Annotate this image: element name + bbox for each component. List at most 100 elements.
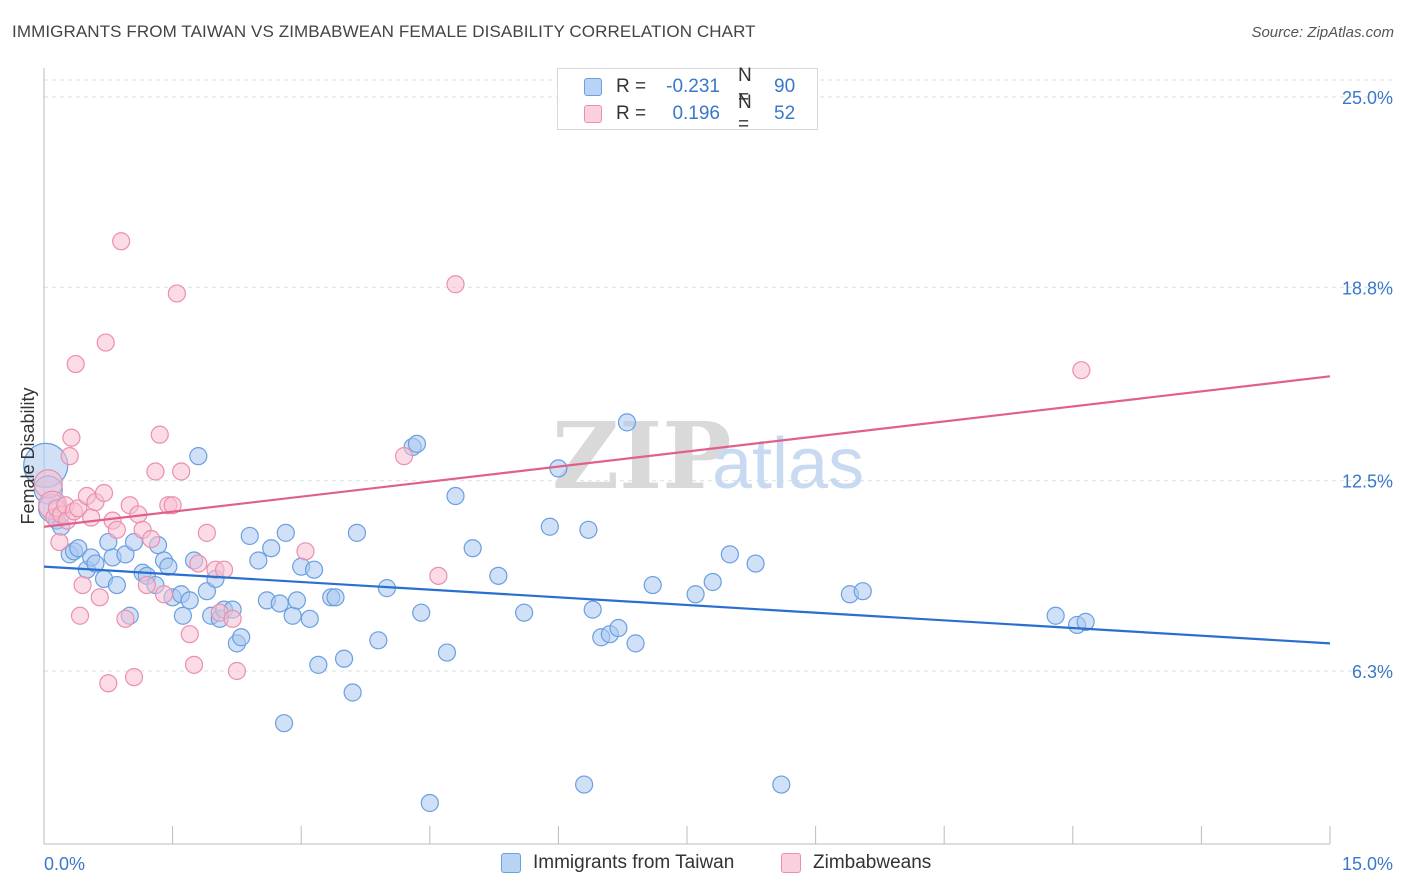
y-tick-label: 12.5% — [1342, 472, 1393, 492]
legend-label-zimbabweans: Zimbabweans — [813, 852, 932, 873]
data-point — [579, 520, 598, 539]
data-point — [746, 554, 765, 573]
data-point — [309, 655, 328, 674]
data-point — [540, 517, 559, 536]
data-point — [146, 462, 165, 481]
legend-row-taiwan: R = -0.231 N = 90 — [584, 65, 796, 108]
legend-label-taiwan: Immigrants from Taiwan — [533, 852, 735, 873]
r-value: 0.196 — [672, 103, 720, 124]
tick-labels: 6.3% 12.5% 18.8% 25.0% 0.0% 15.0% Female Disab… — [18, 88, 1393, 874]
n-label: N = — [738, 92, 752, 135]
n-value: 52 — [774, 103, 796, 124]
data-point — [184, 655, 204, 674]
data-point — [703, 572, 722, 592]
data-point — [214, 560, 234, 579]
data-point — [99, 674, 118, 693]
data-point — [369, 631, 388, 650]
r-label: R = — [616, 103, 647, 124]
data-point — [173, 606, 192, 625]
data-point — [116, 609, 135, 628]
data-point — [163, 496, 182, 515]
watermark-atlas: atlas — [712, 424, 864, 504]
data-point — [180, 625, 199, 644]
x-tick-label: 15.0% — [1342, 854, 1393, 874]
data-point — [86, 554, 105, 573]
data-point — [343, 683, 362, 702]
data-point — [347, 523, 367, 542]
data-point — [223, 609, 242, 628]
data-point — [1076, 612, 1095, 631]
data-point — [96, 333, 115, 352]
data-point — [287, 591, 307, 610]
data-point — [463, 539, 482, 558]
data-point — [626, 634, 645, 653]
data-point — [1072, 361, 1091, 380]
chart-title: IMMIGRANTS FROM TAIWAN VS ZIMBABWEAN FEM… — [12, 22, 756, 41]
data-point — [304, 560, 324, 579]
data-point — [686, 585, 705, 604]
data-point — [249, 551, 268, 570]
trend-lines — [43, 375, 1331, 645]
data-point — [107, 520, 126, 539]
data-point — [60, 447, 79, 466]
data-point — [137, 575, 156, 595]
data-point — [412, 603, 431, 622]
series-zimbabweans-points — [33, 232, 1091, 693]
data-point — [159, 557, 178, 576]
trend-line — [43, 375, 1331, 528]
data-point — [446, 275, 465, 294]
legend-swatch-pink — [584, 105, 602, 123]
data-point — [772, 775, 791, 794]
watermark: ZIPatlas — [552, 402, 864, 510]
data-point — [643, 575, 662, 595]
data-point — [189, 447, 208, 466]
data-point — [107, 575, 126, 595]
data-point — [142, 529, 161, 549]
series-legend: Immigrants from Taiwan Zimbabweans — [0, 852, 1406, 876]
data-point — [69, 539, 88, 558]
correlation-legend: R = -0.231 N = 90 R = 0.196 N = 52 — [557, 65, 818, 135]
data-point — [394, 447, 414, 466]
r-label: R = — [616, 76, 647, 97]
data-point — [154, 585, 174, 604]
data-point — [583, 600, 602, 619]
data-point — [180, 591, 199, 610]
source-label: Source: ZipAtlas.com — [1251, 24, 1394, 41]
data-point — [50, 532, 69, 552]
legend-swatch-blue — [501, 853, 521, 873]
x-tick-label: 0.0% — [44, 854, 85, 874]
trend-line — [43, 565, 1331, 645]
y-tick-label: 25.0% — [1342, 88, 1393, 108]
data-point — [197, 582, 216, 601]
data-point — [70, 606, 90, 625]
data-point — [167, 284, 186, 303]
data-point — [853, 582, 872, 601]
data-point — [283, 606, 302, 625]
n-value: 90 — [774, 76, 796, 97]
data-point — [124, 532, 144, 552]
data-point — [116, 545, 135, 564]
data-point — [62, 428, 81, 447]
data-point — [515, 603, 534, 622]
data-point — [240, 526, 259, 546]
data-point — [262, 539, 281, 558]
y-tick-label: 18.8% — [1342, 278, 1393, 298]
data-point — [446, 486, 465, 506]
data-point — [66, 354, 85, 374]
data-point — [334, 649, 354, 668]
legend-swatch-pink — [781, 853, 801, 873]
n-label: N = — [738, 65, 752, 108]
data-point — [69, 499, 88, 518]
data-point — [270, 594, 289, 613]
axes — [43, 68, 1331, 845]
legend-item-zimbabweans: Zimbabweans — [781, 852, 931, 874]
data-point — [94, 483, 114, 503]
data-point — [232, 628, 251, 647]
data-point — [197, 523, 216, 542]
data-point — [420, 793, 439, 813]
legend-row-zimbabweans: R = 0.196 N = 52 — [584, 92, 796, 135]
data-point — [150, 425, 169, 444]
data-point — [407, 434, 427, 453]
data-point — [274, 714, 294, 733]
